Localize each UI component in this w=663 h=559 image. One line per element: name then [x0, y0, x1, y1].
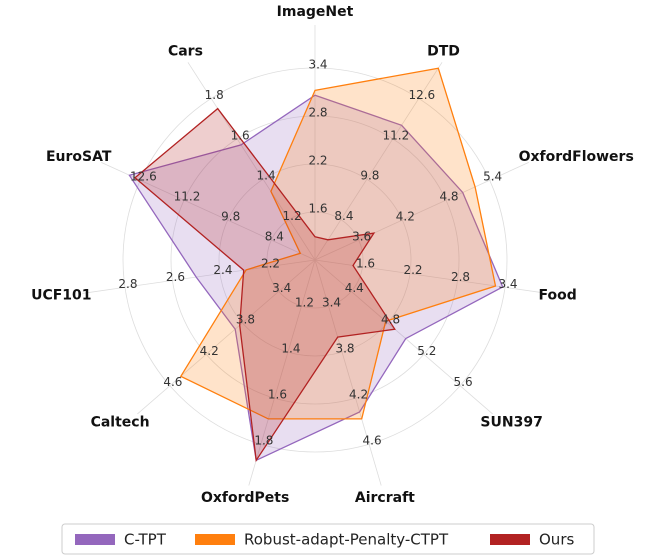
- tick-label: 2.2: [403, 263, 422, 277]
- legend-label: C-TPT: [124, 531, 167, 549]
- legend-swatch: [75, 534, 115, 545]
- tick-label: 3.4: [498, 277, 517, 291]
- tick-label: 2.2: [261, 256, 280, 270]
- tick-label: 5.2: [417, 344, 436, 358]
- axis-label: SUN397: [480, 414, 542, 430]
- tick-label: 2.6: [166, 270, 185, 284]
- spoke: [187, 62, 316, 261]
- legend-label: Robust-adapt-Penalty-CTPT: [244, 531, 449, 549]
- axis-label: Caltech: [91, 414, 150, 430]
- spoke: [314, 259, 382, 486]
- tick-label: 12.6: [408, 88, 435, 102]
- tick-label: 2.4: [213, 263, 232, 277]
- tick-label: 1.4: [281, 342, 300, 356]
- spoke: [82, 259, 316, 294]
- axis-label: EuroSAT: [46, 149, 112, 165]
- tick-label: 4.6: [163, 375, 182, 389]
- tick-label: 9.8: [360, 169, 379, 183]
- axis-label: Food: [538, 287, 576, 303]
- axis-label: ImageNet: [277, 4, 354, 20]
- series-area: [133, 107, 396, 463]
- grid-ring: [266, 211, 364, 309]
- tick-label: 4.6: [363, 434, 382, 448]
- spoke: [314, 62, 443, 261]
- series-area: [128, 94, 504, 462]
- tick-label: 4.8: [381, 312, 400, 326]
- axis-label: Cars: [168, 43, 203, 59]
- tick-label: 5.4: [483, 170, 502, 184]
- tick-label: 2.8: [308, 106, 327, 120]
- legend-swatch: [490, 534, 530, 545]
- tick-label: 1.8: [254, 434, 273, 448]
- tick-label: 2.2: [308, 154, 327, 168]
- tick-label: 3.8: [236, 312, 255, 326]
- tick-label: 3.8: [335, 342, 354, 356]
- tick-label: 1.8: [205, 88, 224, 102]
- tick-label: 1.6: [308, 202, 327, 216]
- tick-label: 8.4: [334, 209, 353, 223]
- spoke: [137, 259, 316, 415]
- grid-ring: [122, 67, 508, 453]
- tick-label: 9.8: [221, 210, 240, 224]
- tick-label: 12.6: [130, 170, 157, 184]
- tick-label: 8.4: [265, 230, 284, 244]
- tick-label: 11.2: [174, 190, 201, 204]
- legend-label: Ours: [539, 531, 574, 549]
- axis-label: UCF101: [31, 287, 91, 303]
- spoke: [248, 259, 316, 486]
- grid-ring: [170, 115, 460, 405]
- axis-label: OxfordFlowers: [519, 149, 634, 165]
- tick-label: 1.6: [356, 256, 375, 270]
- tick-label: 1.6: [268, 388, 287, 402]
- legend-box: [61, 523, 595, 555]
- legend-swatch: [195, 534, 235, 545]
- grid-ring: [218, 163, 412, 357]
- spoke: [314, 162, 529, 261]
- tick-label: 11.2: [382, 128, 409, 142]
- tick-label: 1.2: [295, 296, 314, 310]
- tick-label: 4.2: [396, 210, 415, 224]
- tick-label: 4.2: [200, 344, 219, 358]
- tick-label: 1.6: [231, 128, 250, 142]
- tick-label: 3.4: [322, 296, 341, 310]
- tick-label: 1.4: [257, 169, 276, 183]
- tick-label: 5.6: [454, 375, 473, 389]
- tick-label: 4.8: [439, 190, 458, 204]
- tick-label: 3.4: [272, 281, 291, 295]
- tick-label: 3.4: [308, 58, 327, 72]
- series-area: [179, 67, 497, 420]
- axis-label: OxfordPets: [201, 490, 289, 506]
- tick-label: 4.4: [345, 281, 364, 295]
- tick-label: 2.8: [118, 277, 137, 291]
- tick-label: 4.2: [349, 388, 368, 402]
- tick-label: 2.8: [451, 270, 470, 284]
- axis-label: DTD: [427, 43, 460, 59]
- tick-label: 1.2: [283, 209, 302, 223]
- axis-label: Aircraft: [355, 490, 415, 506]
- tick-label: 3.6: [352, 230, 371, 244]
- spoke: [314, 259, 493, 415]
